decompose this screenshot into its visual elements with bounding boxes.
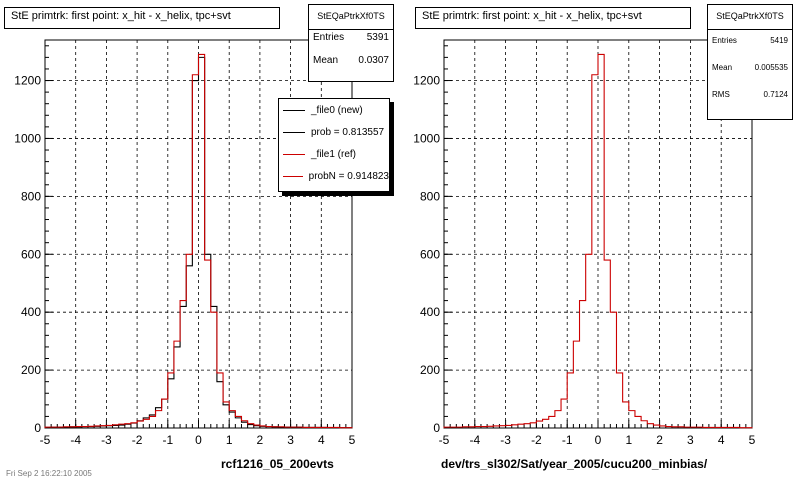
legend-entry-prob: prob = 0.813557 <box>279 121 389 143</box>
x-tick-label: 2 <box>257 433 264 447</box>
y-tick-label: 600 <box>21 247 41 261</box>
y-tick-label: 1000 <box>413 131 440 145</box>
left-stats-mean-value: 0.0307 <box>358 55 389 66</box>
right-histogram-plot: -5 -4 -3 -2 -1 0 1 2 3 4 5 0 200 400 600 800 1000 1200 <box>413 39 756 447</box>
right-plot-title: StE primtrk: first point: x_hit - x_heli… <box>415 7 691 29</box>
x-tick-label: 2 <box>656 433 663 447</box>
y-tick-label: 400 <box>420 305 440 319</box>
histogram-series <box>443 53 753 429</box>
right-stats-name: StEQaPtrkXf0TS <box>708 5 792 30</box>
legend-entry-file1: _file1 (ref) <box>279 143 389 165</box>
right-stats-entries-label: Entries <box>712 36 737 45</box>
x-tick-label: -5 <box>40 433 51 447</box>
legend-label-prob: prob = 0.813557 <box>311 126 385 138</box>
x-tick-label: 3 <box>287 433 294 447</box>
x-tick-label: -2 <box>531 433 542 447</box>
x-tick-label: 5 <box>349 433 356 447</box>
x-tick-label: -3 <box>101 433 112 447</box>
right-stats-mean-value: 0.005535 <box>754 63 788 72</box>
left-stats-entries-label: Entries <box>313 32 345 43</box>
x-tick-label: -3 <box>500 433 511 447</box>
right-stats-rms-value: 0.7124 <box>763 90 788 99</box>
legend-label-probn: probN = 0.914823 <box>308 170 389 182</box>
legend-label-file1: _file1 (ref) <box>311 148 357 160</box>
y-tick-label: 400 <box>21 305 41 319</box>
left-legend: _file0 (new) prob = 0.813557 _file1 (ref… <box>278 98 390 192</box>
histogram-series--file1-ref- <box>44 53 353 429</box>
y-tick-label: 0 <box>433 421 440 435</box>
y-tick-label: 1000 <box>14 131 41 145</box>
x-tick-label: 0 <box>195 433 202 447</box>
legend-line-prob <box>283 131 305 133</box>
footer-timestamp: Fri Sep 2 16:22:10 2005 <box>6 469 92 478</box>
left-histogram-plot: -5 -4 -3 -2 -1 0 1 2 3 4 5 0 200 400 600 800 1000 1200 <box>14 39 356 447</box>
legend-line-file0 <box>283 109 305 111</box>
y-tick-label: 200 <box>420 363 440 377</box>
x-tick-label: -4 <box>70 433 81 447</box>
left-stats-entries-value: 5391 <box>366 32 389 43</box>
y-tick-label: 0 <box>34 421 41 435</box>
left-stats-name: StEQaPtrkXf0TS <box>309 5 393 30</box>
right-stats-rms-label: RMS <box>712 90 730 99</box>
x-tick-label: -1 <box>562 433 573 447</box>
y-tick-label: 800 <box>21 189 41 203</box>
y-tick-label: 200 <box>21 363 41 377</box>
y-tick-label: 1200 <box>413 74 440 88</box>
legend-line-probn <box>283 175 303 177</box>
x-tick-label: 5 <box>749 433 756 447</box>
right-x-axis-label: dev/trs_sl302/Sat/year_2005/cucu200_minb… <box>441 457 708 471</box>
legend-entry-file0: _file0 (new) <box>279 99 389 121</box>
left-x-axis-label: rcf1216_05_200evts <box>221 457 334 471</box>
x-tick-label: 4 <box>318 433 325 447</box>
x-tick-label: 4 <box>718 433 725 447</box>
x-tick-label: -2 <box>132 433 143 447</box>
y-tick-label: 600 <box>420 247 440 261</box>
left-stats-box: StEQaPtrkXf0TS Entries 5391 Mean 0.0307 <box>308 4 394 82</box>
x-tick-label: 1 <box>625 433 632 447</box>
x-tick-label: -5 <box>439 433 450 447</box>
legend-line-file1 <box>283 153 305 155</box>
legend-label-file0: _file0 (new) <box>311 104 363 116</box>
y-tick-label: 800 <box>420 189 440 203</box>
x-tick-label: 0 <box>595 433 602 447</box>
y-tick-label: 1200 <box>14 74 41 88</box>
x-tick-label: 1 <box>226 433 233 447</box>
x-tick-label: -4 <box>469 433 480 447</box>
left-stats-mean-label: Mean <box>313 55 339 66</box>
right-stats-mean-label: Mean <box>712 63 733 72</box>
x-tick-label: -1 <box>162 433 173 447</box>
legend-entry-probn: probN = 0.914823 <box>279 165 389 187</box>
right-stats-box: StEQaPtrkXf0TS Entries 5419 Mean 0.00553… <box>707 4 793 120</box>
right-stats-entries-value: 5419 <box>770 36 788 45</box>
x-tick-label: 3 <box>687 433 694 447</box>
left-plot-title: StE primtrk: first point: x_hit - x_heli… <box>4 7 280 29</box>
